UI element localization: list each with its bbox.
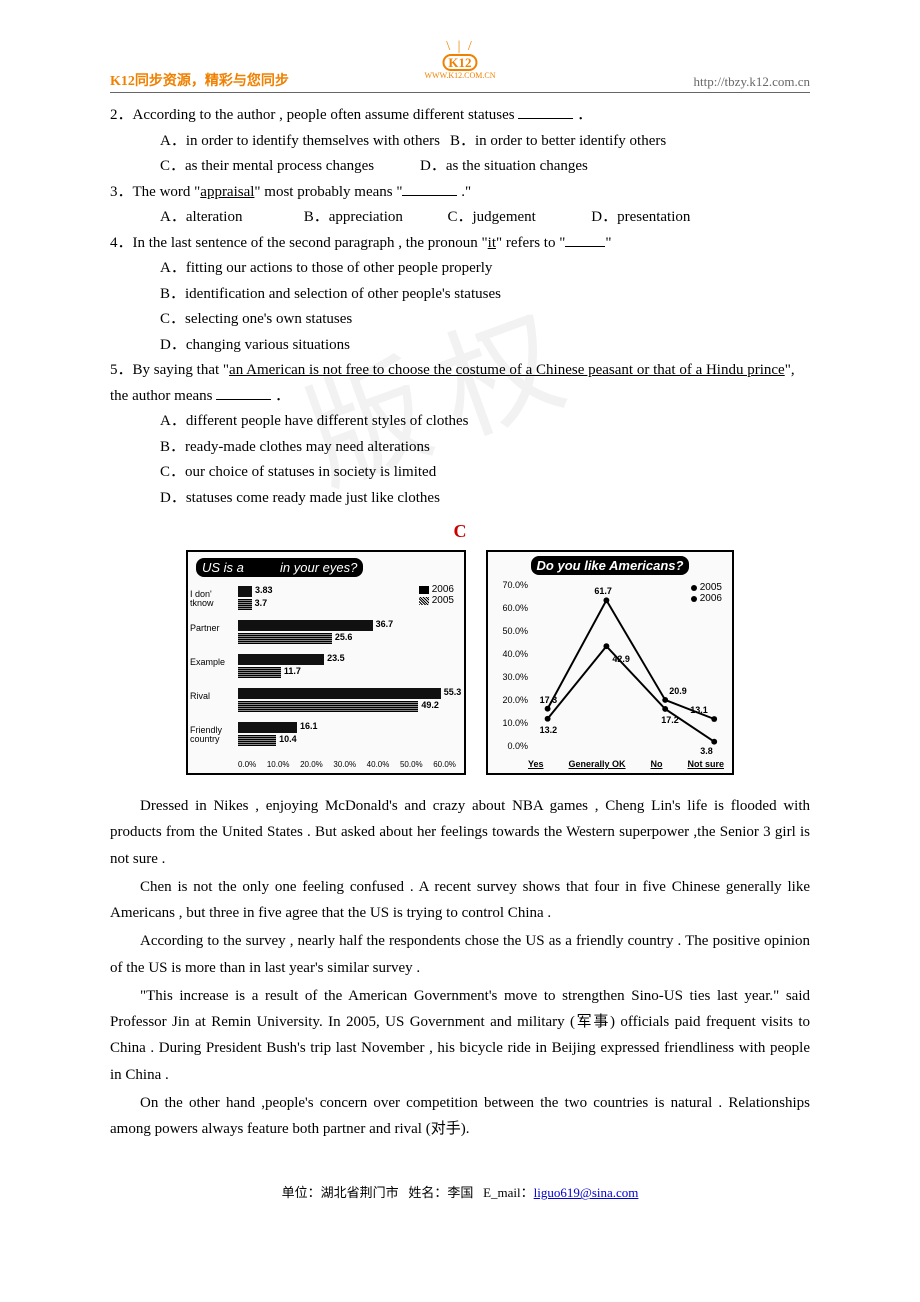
charts-row: US is a in your eyes? 2006 2005 I don' t… (110, 550, 810, 775)
chart2-title: Do you like Americans? (531, 556, 690, 575)
chart1-title: US is a in your eyes? (196, 558, 363, 577)
q5-opt-b: B．ready-made clothes may need alteration… (110, 435, 810, 461)
question-4: 4．In the last sentence of the second par… (110, 231, 810, 359)
bar-chart-us-is-a: US is a in your eyes? 2006 2005 I don' t… (186, 550, 466, 775)
q3-underline: appraisal (200, 184, 254, 200)
passage-p4: "This increase is a result of the Americ… (110, 983, 810, 1088)
passage-p3: According to the survey , nearly half th… (110, 928, 810, 981)
q4-opt-b: B．identification and selection of other … (110, 282, 810, 308)
section-c-heading: C (110, 521, 810, 542)
question-2: 2．According to the author , people often… (110, 103, 810, 180)
page-header: \ | / K12 WWW.K12.COM.CN K12同步资源，精彩与您同步 … (110, 70, 810, 93)
q4-underline: it (488, 235, 496, 251)
chart1-cat-label: Friendly country (190, 726, 236, 744)
question-3: 3．The word "appraisal" most probably mea… (110, 180, 810, 231)
q2-opt-d: D．as the situation changes (420, 154, 588, 180)
chart1-cat-label: Partner (190, 624, 236, 633)
q2-opt-a: A．in order to identify themselves with o… (160, 129, 450, 155)
q4-opt-c: C．selecting one's own statuses (110, 307, 810, 333)
question-5: 5．By saying that "an American is not fre… (110, 358, 810, 511)
chart1-cat-label: I don' tknow (190, 590, 236, 608)
q3-opt-c: C．judgement (448, 205, 588, 231)
line-chart-like-americans: Do you like Americans? 2005 2006 70.0%60… (486, 550, 734, 775)
footer-email-link[interactable]: liguo619@sina.com (534, 1185, 639, 1200)
q5-opt-d: D．statuses come ready made just like clo… (110, 486, 810, 512)
q3-blank (402, 181, 457, 196)
q5-opt-a: A．different people have different styles… (110, 409, 810, 435)
q2-stem: 2．According to the author , people often… (110, 107, 518, 123)
q2-blank (518, 104, 573, 119)
passage-p2: Chen is not the only one feeling confuse… (110, 874, 810, 927)
page-footer: 单位：湖北省荆门市 姓名：李国 E_mail：liguo619@sina.com (110, 1182, 810, 1201)
q3-opt-a: A．alteration (160, 205, 300, 231)
k12-logo: \ | / K12 WWW.K12.COM.CN (424, 40, 495, 80)
chart2-xaxis: YesGenerally OKNoNot sure (528, 759, 724, 769)
q3-opt-b: B．appreciation (304, 205, 444, 231)
chart2-yaxis: 70.0%60.0%50.0%40.0%30.0%20.0%10.0%0.0% (492, 580, 528, 751)
q5-underline: an American is not free to choose the co… (229, 362, 785, 378)
passage-p5: On the other hand ,people's concern over… (110, 1090, 810, 1143)
q2-opt-b: B．in order to better identify others (450, 129, 666, 155)
q4-opt-d: D．changing various situations (110, 333, 810, 359)
chart2-lines (528, 580, 724, 751)
header-left: K12同步资源，精彩与您同步 (110, 70, 289, 90)
header-right: http://tbzy.k12.com.cn (694, 74, 811, 90)
chart1-xaxis: 0.0%10.0%20.0%30.0%40.0%50.0%60.0% (238, 760, 456, 769)
chart1-cat-label: Rival (190, 692, 236, 701)
chart1-cat-label: Example (190, 658, 236, 667)
q3-opt-d: D．presentation (591, 205, 690, 231)
q5-blank (216, 385, 271, 400)
q2-opt-c: C．as their mental process changes (160, 154, 420, 180)
passage-p1: Dressed in Nikes , enjoying McDonald's a… (110, 793, 810, 872)
passage-c: Dressed in Nikes , enjoying McDonald's a… (110, 793, 810, 1142)
q4-opt-a: A．fitting our actions to those of other … (110, 256, 810, 282)
q5-opt-c: C．our choice of statuses in society is l… (110, 460, 810, 486)
q4-blank (565, 232, 605, 247)
